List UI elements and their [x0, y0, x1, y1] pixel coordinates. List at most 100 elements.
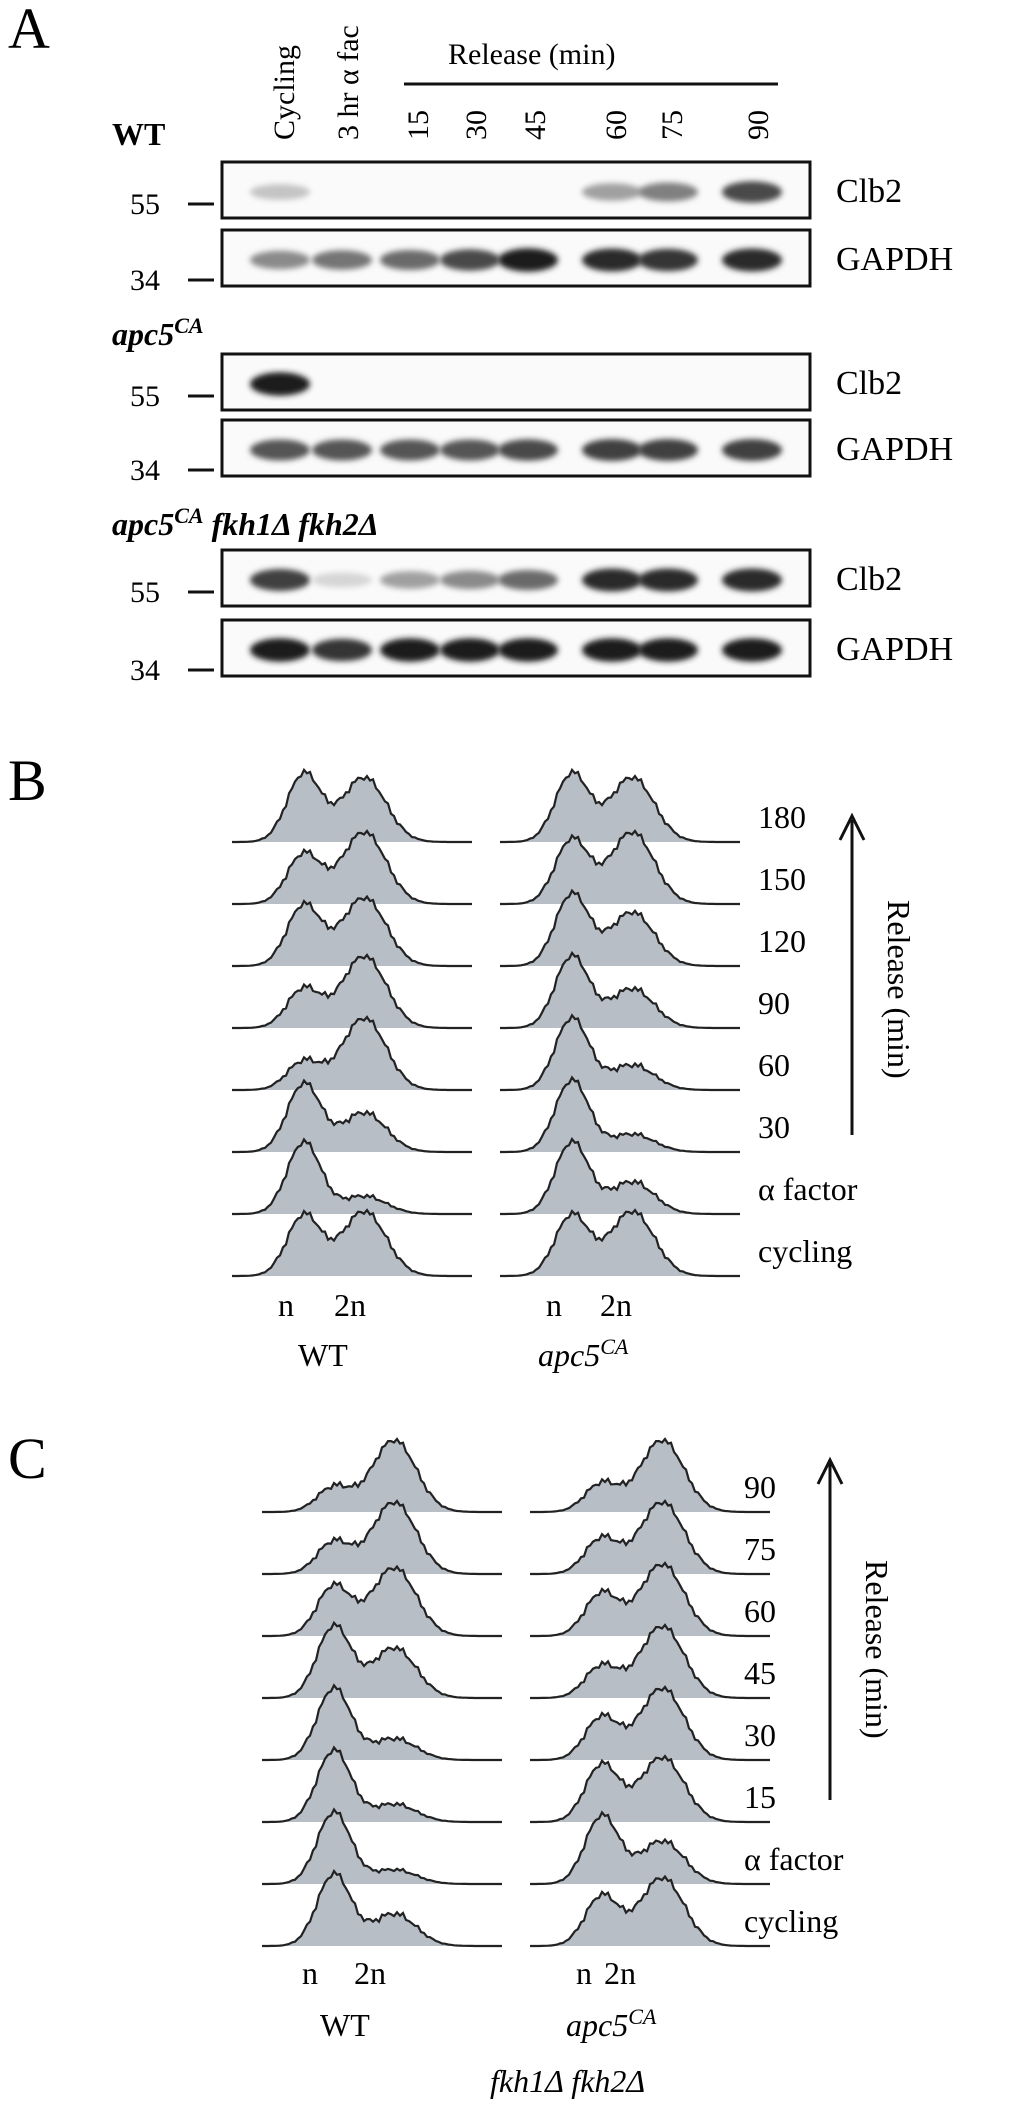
histogram-fill — [232, 1017, 472, 1090]
release-axis-label-b: Release (min) — [881, 900, 917, 1079]
lane-label-15: 15 — [402, 110, 435, 140]
protein-label: Clb2 — [836, 173, 902, 210]
protein-label: Clb2 — [836, 561, 902, 598]
blot-band — [312, 250, 372, 270]
release-axis-label-c: Release (min) — [859, 1560, 895, 1739]
histogram-outline — [262, 1437, 502, 1514]
blot-band — [498, 439, 558, 461]
lane-labels: Cycling 3 hr α fac 15 30 45 60 75 90 — [268, 25, 775, 140]
blot-band — [440, 249, 500, 271]
blot-box — [220, 352, 812, 412]
timepoint-label: α factor — [758, 1171, 858, 1207]
timepoint-label: cycling — [758, 1233, 852, 1269]
timepoint-label: 30 — [744, 1717, 776, 1753]
histogram-fill — [500, 831, 740, 904]
blot-band — [250, 372, 310, 396]
histogram-outline — [530, 1685, 770, 1762]
histogram-outline — [530, 1499, 770, 1576]
histogram-outline — [232, 1208, 472, 1278]
tick-n-wt-c: n — [302, 1955, 318, 1991]
panel-letter-a: A — [8, 0, 50, 61]
histogram-outline — [232, 894, 472, 968]
timepoint-label: cycling — [744, 1903, 838, 1939]
blot-band — [250, 569, 310, 591]
lane-label-cycling: Cycling — [268, 45, 301, 140]
strain-wt-c: WT — [320, 2007, 370, 2043]
histogram-fill — [530, 1625, 770, 1698]
timepoint-label: 30 — [758, 1109, 790, 1145]
strain-label-wt: WT — [112, 116, 165, 152]
histogram-outline — [500, 1208, 740, 1278]
tick-n-wt-b: n — [278, 1287, 294, 1323]
histogram-fill — [530, 1439, 770, 1512]
timepoint-label: 120 — [758, 923, 806, 959]
blot-band — [582, 248, 642, 272]
blot-band — [380, 638, 440, 662]
protein-label: GAPDH — [836, 631, 953, 668]
strain-wt-b: WT — [298, 1337, 348, 1373]
western-blots: 55 Clb2 34 GAPDH 55 Clb2 34 GAPDH 55 Clb2 34 GAPDH — [130, 160, 953, 687]
blot-band — [638, 638, 698, 662]
blot-band — [440, 638, 500, 662]
histogram-fill — [262, 1566, 502, 1636]
histogram-fill — [530, 1563, 770, 1636]
blot-band — [582, 183, 642, 201]
histogram-outline — [530, 1874, 770, 1948]
blot-band — [498, 248, 558, 272]
timepoint-labels-b: 180 150 120 90 60 30 α factor cycling — [758, 799, 858, 1269]
blot-band — [498, 570, 558, 590]
histogram-fill — [530, 1876, 770, 1946]
timepoint-label: 60 — [744, 1593, 776, 1629]
blot-band — [250, 638, 310, 662]
tick-n-apc5-b: n — [546, 1287, 562, 1323]
blot-band — [312, 638, 372, 662]
histogram-outline — [262, 1869, 502, 1948]
timepoint-labels-c: 90 75 60 45 30 15 α factor cycling — [744, 1469, 844, 1939]
histogram-outline — [262, 1745, 502, 1824]
histogram-fill — [232, 896, 472, 966]
histogram-fill — [530, 1756, 770, 1822]
lane-label-60: 60 — [600, 110, 633, 140]
tick-2n-wt-b: 2n — [334, 1287, 366, 1323]
blot-band — [722, 439, 782, 461]
blot-band — [722, 638, 782, 662]
histogram-outline — [232, 953, 472, 1030]
histogram-outline — [530, 1561, 770, 1638]
protein-label: GAPDH — [836, 431, 953, 468]
histogram-outline — [500, 1075, 740, 1154]
lane-label-30: 30 — [460, 110, 493, 140]
histogram-fill — [500, 1210, 740, 1276]
strain-apc5ca-c: apc5CA — [566, 2004, 657, 2043]
blot-band — [638, 182, 698, 202]
histogram-fill — [262, 1439, 502, 1512]
histogram-outline — [232, 1137, 472, 1216]
histogram-outline — [232, 767, 472, 844]
blot-band — [250, 184, 310, 200]
histogram-fill — [262, 1622, 502, 1698]
flow-histograms-b — [232, 767, 740, 1278]
histogram-outline — [500, 1137, 740, 1216]
timepoint-label: 45 — [744, 1655, 776, 1691]
blot-box — [220, 160, 812, 220]
blot-band — [250, 439, 310, 461]
protein-label: GAPDH — [836, 241, 953, 278]
histogram-outline — [500, 767, 740, 844]
histogram-fill — [500, 890, 740, 966]
mw-marker: 55 — [130, 188, 160, 221]
blot-band — [638, 248, 698, 272]
blot-band — [582, 638, 642, 662]
blot-band — [380, 571, 440, 589]
mw-marker: 55 — [130, 380, 160, 413]
mw-marker: 34 — [130, 264, 160, 297]
tick-n-fkh-c: n — [576, 1955, 592, 1991]
histogram-outline — [262, 1499, 502, 1576]
blot-band — [250, 250, 310, 270]
blot-band — [440, 439, 500, 461]
strain-label-apc5ca: apc5CA — [112, 313, 204, 352]
histogram-outline — [232, 829, 472, 906]
histogram-outline — [262, 1683, 502, 1762]
blot-band — [380, 250, 440, 270]
strain-apc5ca-b: apc5CA — [538, 1334, 629, 1373]
flow-histograms-c — [262, 1437, 770, 1948]
timepoint-label: 150 — [758, 861, 806, 897]
